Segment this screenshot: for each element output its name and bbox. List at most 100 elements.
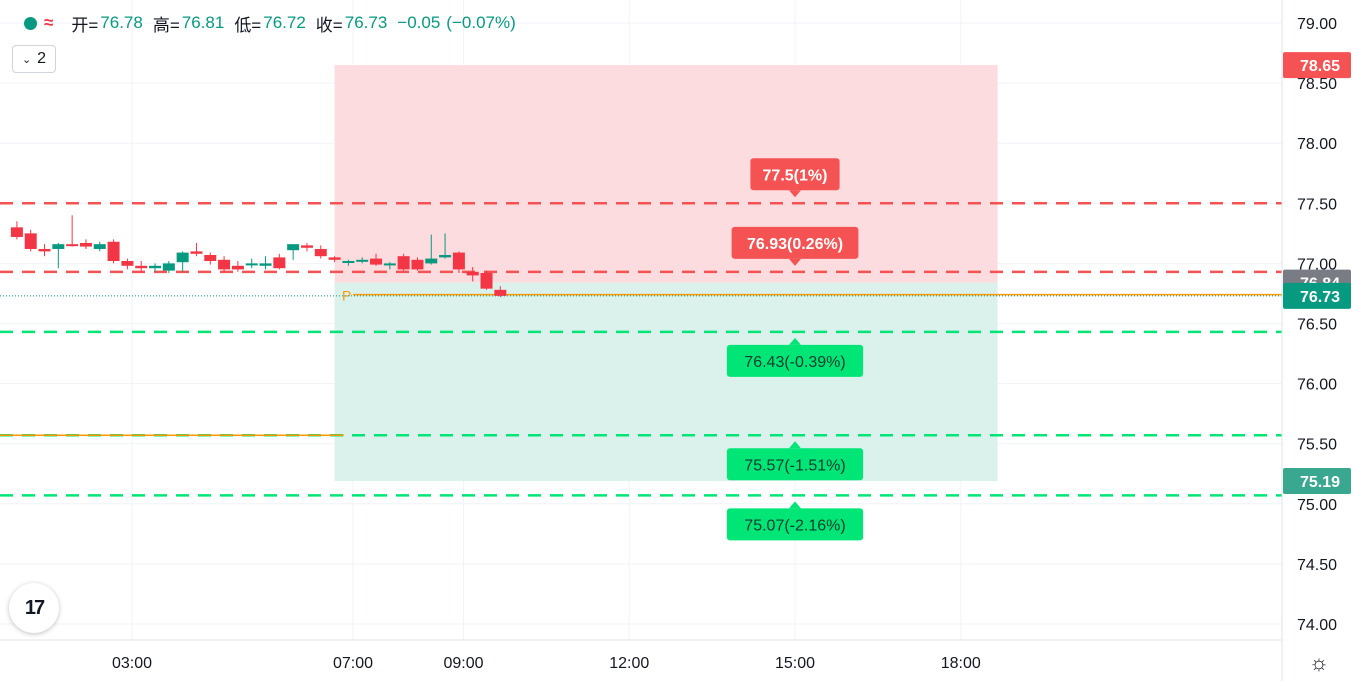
y-tick-label: 76.00 <box>1297 377 1337 394</box>
level-label-text: 75.07(-2.16%) <box>744 517 845 534</box>
y-tick-label: 74.50 <box>1297 557 1337 574</box>
candle-body[interactable] <box>162 263 175 271</box>
level-label-box <box>731 226 859 259</box>
candle-body[interactable] <box>259 263 272 266</box>
low-label: 低= <box>234 15 262 35</box>
y-tick-label: 77.00 <box>1297 256 1337 273</box>
collapse-indicators-button[interactable]: ⌄ 2 <box>12 45 56 73</box>
y-tick-label: 78.50 <box>1297 76 1337 93</box>
x-tick-label: 03:00 <box>112 655 152 672</box>
candle-body[interactable] <box>494 289 507 296</box>
indicator-count: 2 <box>37 50 47 67</box>
level-label-text: 77.5(1%) <box>763 167 828 184</box>
change-value: −0.05 <box>397 13 441 32</box>
candle-body[interactable] <box>204 254 217 261</box>
level-label-text: 76.93(0.26%) <box>747 236 843 253</box>
logo-icon[interactable]: 17 <box>9 583 59 633</box>
candle-body[interactable] <box>480 273 493 289</box>
candle-body[interactable] <box>342 260 355 263</box>
candle-body[interactable] <box>356 259 369 262</box>
level-label-text: 76.43(-0.39%) <box>744 354 845 371</box>
close-label: 收= <box>315 15 343 35</box>
level-label-pointer <box>789 258 801 266</box>
level-labels: 77.5(1%) 76.93(0.26%) 76.43(-0.39%) 75.57(-… <box>726 158 864 541</box>
candle-body[interactable] <box>300 245 313 248</box>
level-label-box <box>726 508 864 541</box>
loss-zone <box>334 65 998 283</box>
ohlc-legend: ≈ 开= 76.78 高= 76.81 低= 76.72 收= 76.73 −0… <box>24 9 516 37</box>
x-tick-label: 07:00 <box>333 655 373 672</box>
chevron-down-icon: ⌄ <box>21 53 32 66</box>
price-tag-label: 78.65 <box>1300 58 1340 75</box>
open-value: 76.78 <box>100 13 143 32</box>
candle-body[interactable] <box>107 241 120 261</box>
entry-marker: P <box>342 288 351 304</box>
level-label-box <box>726 448 864 481</box>
price-tag <box>1283 282 1351 309</box>
level-lines: P <box>0 202 1282 497</box>
level-label-text: 75.57(-1.51%) <box>744 457 845 474</box>
candle-body[interactable] <box>287 244 300 251</box>
high-label: 高= <box>152 15 180 35</box>
logo-text: 17 <box>24 596 45 619</box>
x-tick-label: 15:00 <box>775 655 815 672</box>
change-percent: (−0.07%) <box>446 13 516 32</box>
x-tick-label: 09:00 <box>443 655 483 672</box>
candle-body[interactable] <box>245 263 258 266</box>
y-tick-label: 76.50 <box>1297 317 1337 334</box>
price-tag-label: 75.19 <box>1300 474 1340 491</box>
candle-body[interactable] <box>121 260 134 266</box>
level-label-box <box>726 344 864 377</box>
candle-body[interactable] <box>411 259 424 270</box>
candle-body[interactable] <box>135 265 148 269</box>
status-dot-icon <box>24 16 37 30</box>
position-zones <box>334 65 998 481</box>
settings-gear-icon[interactable]: ☼ <box>1308 650 1330 675</box>
x-tick-label: 18:00 <box>941 655 981 672</box>
level-label-pointer <box>789 441 801 449</box>
y-tick-label: 75.00 <box>1297 497 1337 514</box>
low-value: 76.72 <box>263 13 306 32</box>
candle-body[interactable] <box>439 254 452 258</box>
candle-body[interactable] <box>397 256 410 270</box>
candle-body[interactable] <box>93 244 106 249</box>
candle-body[interactable] <box>190 251 203 254</box>
high-value: 76.81 <box>181 13 225 32</box>
candle-body[interactable] <box>149 265 162 269</box>
wave-icon[interactable]: ≈ <box>44 13 54 32</box>
price-tag-label: 76.73 <box>1300 289 1340 306</box>
candle-body[interactable] <box>314 248 327 257</box>
y-tick-label: 77.50 <box>1297 196 1337 213</box>
candle-body[interactable] <box>273 257 286 269</box>
candle-body[interactable] <box>328 257 341 260</box>
candle-body[interactable] <box>52 244 65 249</box>
candle-body[interactable] <box>231 265 244 270</box>
y-tick-label: 75.50 <box>1297 437 1337 454</box>
candle-body[interactable] <box>176 252 189 263</box>
candle-body[interactable] <box>383 263 396 266</box>
open-label: 开= <box>71 15 99 35</box>
price-tag <box>1283 467 1351 494</box>
candle-body[interactable] <box>425 258 438 264</box>
candle-body[interactable] <box>24 233 37 249</box>
level-label-pointer <box>789 190 801 198</box>
candle-body[interactable] <box>370 258 383 265</box>
candle-body[interactable] <box>452 252 465 270</box>
price-tag <box>1283 52 1351 79</box>
y-tick-label: 79.00 <box>1297 16 1337 33</box>
level-label-pointer <box>789 501 801 509</box>
candle-body[interactable] <box>466 271 479 276</box>
y-tick-label: 74.00 <box>1297 617 1337 634</box>
candle-body[interactable] <box>218 259 231 270</box>
candle-body[interactable] <box>38 248 51 252</box>
candle-body[interactable] <box>66 244 79 247</box>
candle-body[interactable] <box>10 227 23 237</box>
level-label-pointer <box>789 337 801 345</box>
y-tick-label: 78.00 <box>1297 136 1337 153</box>
level-label-box <box>750 158 840 191</box>
candle-body[interactable] <box>79 242 92 247</box>
candlesticks[interactable] <box>10 215 507 298</box>
